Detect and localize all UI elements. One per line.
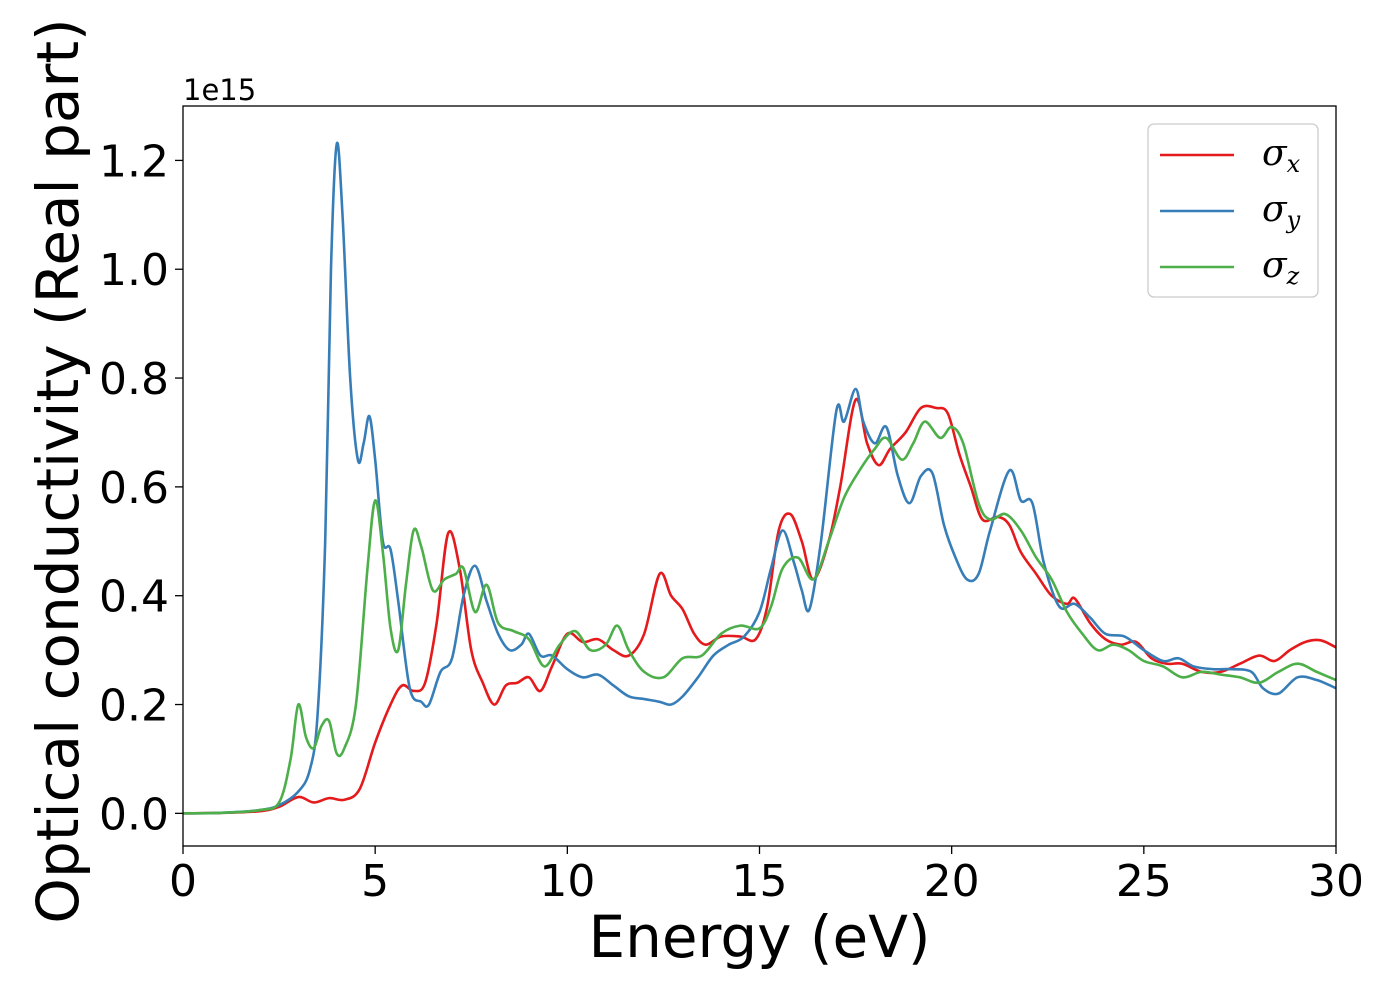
x-tick-label: 5 [361,856,389,907]
y-tick-label: 1.2 [99,136,169,187]
y-axis-offset-label: 1e15 [183,73,256,107]
y-tick-label: 0.6 [99,463,169,514]
legend: σx σy σz [1147,123,1319,298]
series-line-y [183,141,1336,815]
x-tick-label: 15 [732,856,788,907]
legend-label-z: σz [1262,245,1300,290]
legend-label-y: σy [1262,189,1301,234]
x-tick-label: 25 [1116,856,1172,907]
y-axis-title: Optical conductivity (Real part) [24,18,92,923]
x-tick-label: 0 [169,856,197,907]
series-line-x [183,397,1336,815]
series-line-z [183,420,1336,815]
x-tick-label: 20 [924,856,980,907]
y-tick-label: 1.0 [99,245,169,296]
x-axis-ticks: 0 5 10 15 20 25 30 [169,846,1364,907]
x-tick-label: 30 [1308,856,1364,907]
series-layer [183,141,1336,815]
y-tick-label: 0.4 [99,572,169,623]
y-tick-label: 0.8 [99,354,169,405]
y-tick-label: 0.2 [99,681,169,732]
y-axis-ticks: 0.0 0.2 0.4 0.6 0.8 1.0 1.2 [99,136,183,840]
legend-label-x: σx [1262,133,1301,178]
y-tick-label: 0.0 [99,789,169,840]
x-axis-title: Energy (eV) [588,903,930,971]
x-tick-label: 10 [539,856,595,907]
